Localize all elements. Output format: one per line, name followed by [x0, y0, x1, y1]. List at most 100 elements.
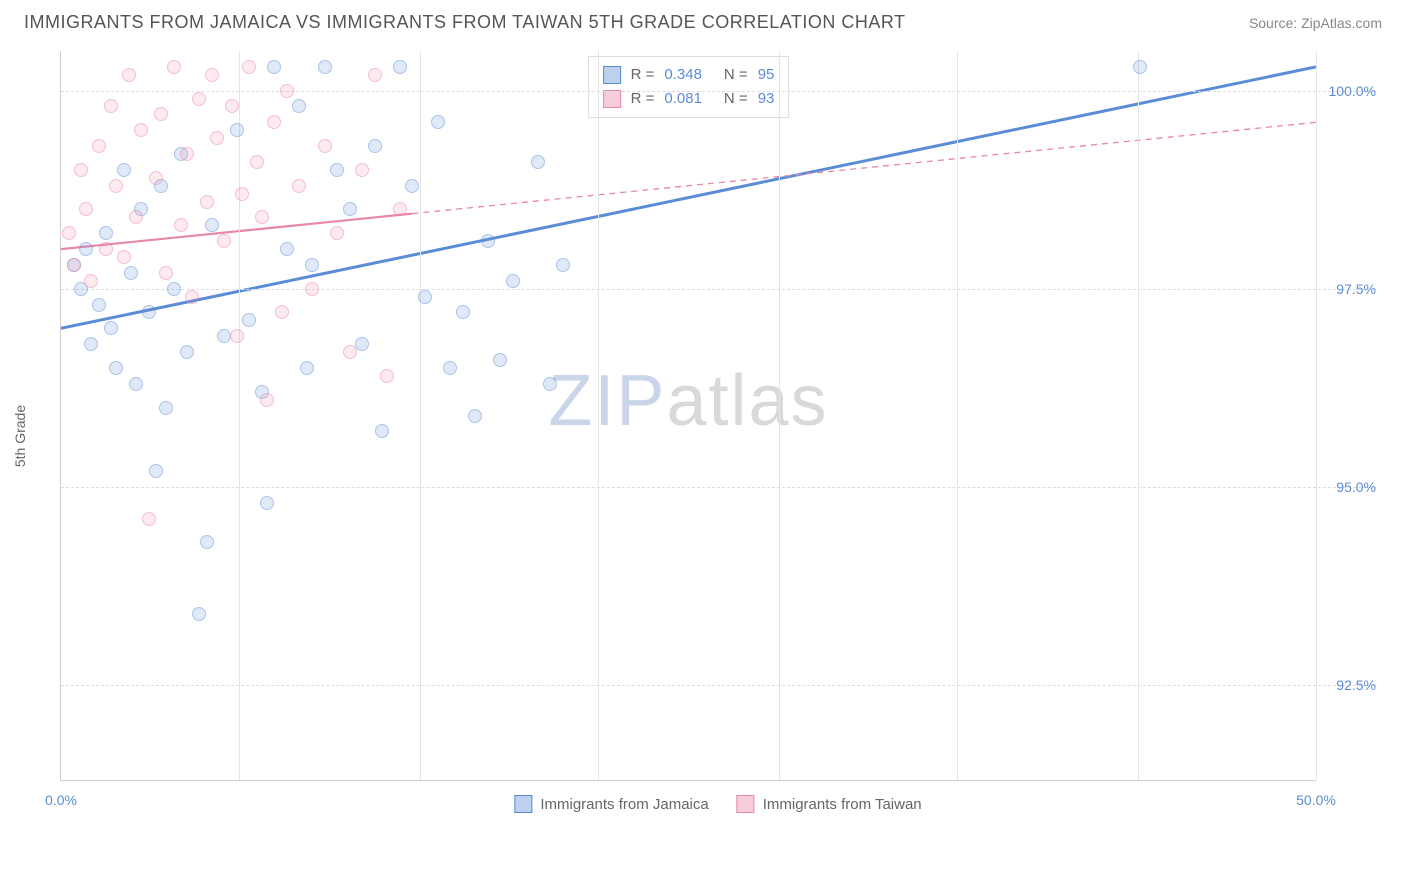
data-point: [92, 139, 106, 153]
data-point: [506, 274, 520, 288]
chart-title: IMMIGRANTS FROM JAMAICA VS IMMIGRANTS FR…: [24, 12, 906, 33]
data-point: [84, 274, 98, 288]
data-point: [117, 163, 131, 177]
data-point: [205, 68, 219, 82]
data-point: [280, 84, 294, 98]
data-point: [167, 282, 181, 296]
data-point: [200, 535, 214, 549]
data-point: [255, 210, 269, 224]
data-point: [225, 99, 239, 113]
data-point: [292, 179, 306, 193]
data-point: [305, 258, 319, 272]
y-tick-label: 95.0%: [1321, 479, 1376, 495]
data-point: [343, 345, 357, 359]
data-point: [235, 187, 249, 201]
legend-series: Immigrants from Jamaica Immigrants from T…: [514, 795, 921, 813]
data-point: [543, 377, 557, 391]
r-value: 0.348: [664, 63, 702, 87]
data-point: [260, 496, 274, 510]
data-point: [418, 290, 432, 304]
data-point: [124, 266, 138, 280]
data-point: [230, 123, 244, 137]
data-point: [217, 234, 231, 248]
data-point: [531, 155, 545, 169]
gridline: [1316, 51, 1317, 780]
data-point: [117, 250, 131, 264]
y-tick-label: 92.5%: [1321, 677, 1376, 693]
gridline: [420, 51, 421, 780]
data-point: [368, 139, 382, 153]
legend-swatch: [603, 90, 621, 108]
gridline: [598, 51, 599, 780]
data-point: [129, 210, 143, 224]
data-point: [92, 298, 106, 312]
data-point: [405, 179, 419, 193]
legend-swatch: [603, 66, 621, 84]
gridline: [1138, 51, 1139, 780]
data-point: [104, 321, 118, 335]
y-tick-label: 97.5%: [1321, 281, 1376, 297]
data-point: [305, 282, 319, 296]
legend-label: Immigrants from Jamaica: [540, 796, 708, 813]
data-point: [109, 179, 123, 193]
legend-swatch: [514, 795, 532, 813]
x-tick-label: 0.0%: [45, 792, 77, 808]
data-point: [230, 329, 244, 343]
data-point: [318, 139, 332, 153]
data-point: [149, 464, 163, 478]
data-point: [468, 409, 482, 423]
y-tick-label: 100.0%: [1321, 83, 1376, 99]
gridline: [239, 51, 240, 780]
legend-stat-row: R =0.348N =95: [603, 63, 775, 87]
data-point: [493, 353, 507, 367]
plot-area: ZIPatlas R =0.348N =95R =0.081N =93 92.5…: [60, 51, 1316, 781]
legend-item: Immigrants from Taiwan: [737, 795, 922, 813]
data-point: [250, 155, 264, 169]
data-point: [292, 99, 306, 113]
data-point: [134, 123, 148, 137]
source-attribution: Source: ZipAtlas.com: [1249, 15, 1382, 31]
gridline: [61, 685, 1376, 686]
data-point: [99, 242, 113, 256]
y-axis-label: 5th Grade: [12, 405, 28, 467]
legend-label: Immigrants from Taiwan: [763, 796, 922, 813]
r-label: R =: [631, 63, 655, 87]
data-point: [62, 226, 76, 240]
data-point: [84, 337, 98, 351]
data-point: [185, 290, 199, 304]
data-point: [122, 68, 136, 82]
data-point: [167, 60, 181, 74]
data-point: [456, 305, 470, 319]
data-point: [242, 313, 256, 327]
data-point: [205, 218, 219, 232]
data-point: [343, 202, 357, 216]
data-point: [330, 226, 344, 240]
data-point: [99, 226, 113, 240]
data-point: [431, 115, 445, 129]
data-point: [74, 163, 88, 177]
data-point: [443, 361, 457, 375]
data-point: [481, 234, 495, 248]
data-point: [192, 607, 206, 621]
data-point: [242, 60, 256, 74]
data-point: [79, 202, 93, 216]
data-point: [174, 218, 188, 232]
data-point: [300, 361, 314, 375]
x-tick-label: 50.0%: [1296, 792, 1336, 808]
data-point: [192, 92, 206, 106]
data-point: [318, 60, 332, 74]
gridline: [779, 51, 780, 780]
data-point: [330, 163, 344, 177]
gridline: [957, 51, 958, 780]
data-point: [368, 68, 382, 82]
data-point: [260, 393, 274, 407]
data-point: [79, 242, 93, 256]
data-point: [355, 337, 369, 351]
data-point: [275, 305, 289, 319]
legend-item: Immigrants from Jamaica: [514, 795, 708, 813]
data-point: [393, 202, 407, 216]
data-point: [104, 99, 118, 113]
data-point: [200, 195, 214, 209]
data-point: [380, 369, 394, 383]
data-point: [267, 60, 281, 74]
